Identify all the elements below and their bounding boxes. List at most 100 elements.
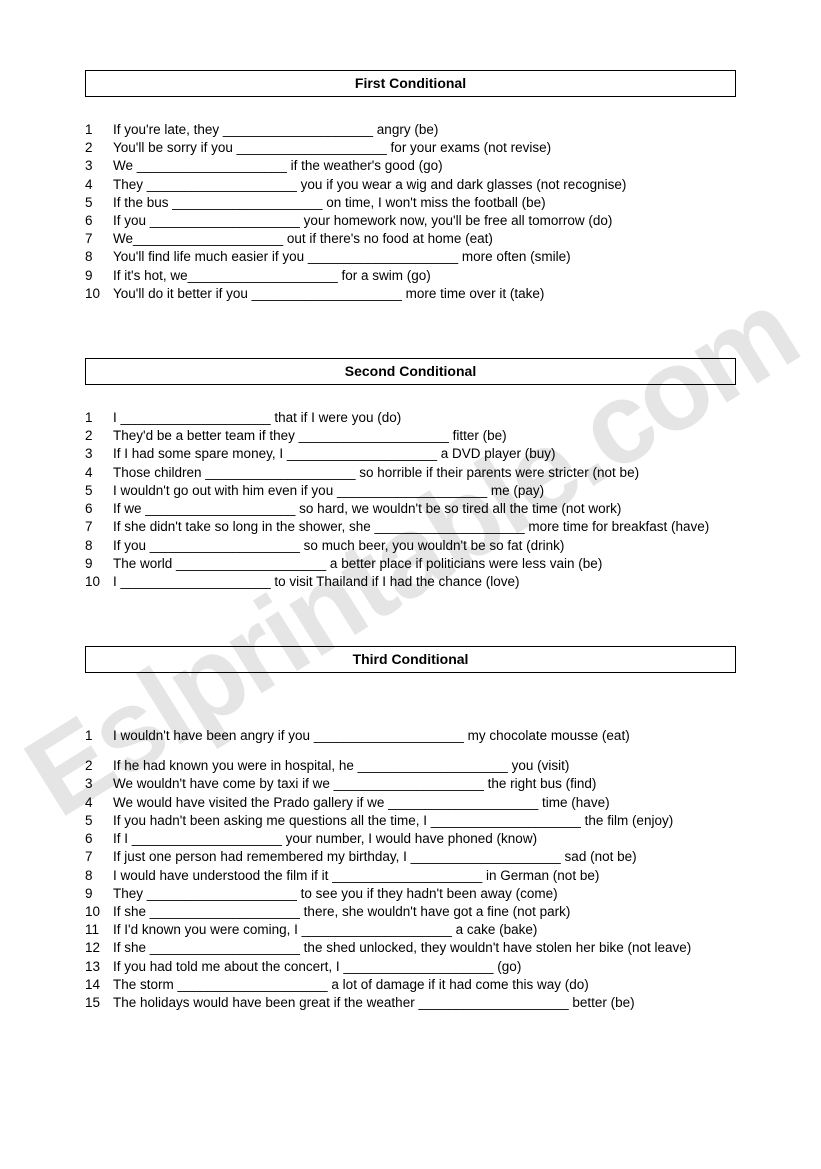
item-text: You'll be sorry if you _________________…: [113, 139, 736, 157]
item-number: 4: [85, 176, 113, 194]
list-item: 6If I ____________________ your number, …: [85, 830, 736, 848]
item-text: If you hadn't been asking me questions a…: [113, 812, 736, 830]
item-number: 3: [85, 775, 113, 793]
list-item: 8I would have understood the film if it …: [85, 867, 736, 885]
item-number: 5: [85, 194, 113, 212]
item-number: 9: [85, 885, 113, 903]
item-number: 7: [85, 518, 113, 536]
list-item: 14The storm ____________________ a lot o…: [85, 976, 736, 994]
item-number: 8: [85, 248, 113, 266]
item-text: They ____________________ you if you wea…: [113, 176, 736, 194]
item-text: If you're late, they ___________________…: [113, 121, 736, 139]
item-text: I wouldn't have been angry if you ______…: [113, 727, 736, 745]
item-text: If he had known you were in hospital, he…: [113, 757, 736, 775]
item-text: If you had told me about the concert, I …: [113, 958, 736, 976]
item-number: 14: [85, 976, 113, 994]
item-number: 10: [85, 573, 113, 591]
item-text: If you ____________________ your homewor…: [113, 212, 736, 230]
item-text: If it's hot, we____________________ for …: [113, 267, 736, 285]
item-text: I ____________________ that if I were yo…: [113, 409, 736, 427]
second-conditional-list: 1I ____________________ that if I were y…: [85, 409, 736, 591]
item-number: 1: [85, 121, 113, 139]
item-text: If she ____________________ the shed unl…: [113, 939, 736, 957]
list-item: 9They ____________________ to see you if…: [85, 885, 736, 903]
item-text: You'll find life much easier if you ____…: [113, 248, 736, 266]
spacer: [85, 697, 736, 727]
worksheet-page: First Conditional 1If you're late, they …: [0, 0, 821, 1107]
item-text: If I ____________________ your number, I…: [113, 830, 736, 848]
item-number: 7: [85, 848, 113, 866]
item-text: If she didn't take so long in the shower…: [113, 518, 736, 536]
item-number: 6: [85, 830, 113, 848]
list-item: 4They ____________________ you if you we…: [85, 176, 736, 194]
item-number: 12: [85, 939, 113, 957]
item-text: If just one person had remembered my bir…: [113, 848, 736, 866]
item-text: They ____________________ to see you if …: [113, 885, 736, 903]
item-text: We wouldn't have come by taxi if we ____…: [113, 775, 736, 793]
list-item: 5If you hadn't been asking me questions …: [85, 812, 736, 830]
item-text: If the bus ____________________ on time,…: [113, 194, 736, 212]
list-item: 11If I'd known you were coming, I ______…: [85, 921, 736, 939]
list-item: 10If she ____________________ there, she…: [85, 903, 736, 921]
item-number: 1: [85, 727, 113, 745]
item-text: If we ____________________ so hard, we w…: [113, 500, 736, 518]
list-item: 2If he had known you were in hospital, h…: [85, 757, 736, 775]
item-number: 5: [85, 812, 113, 830]
item-number: 6: [85, 212, 113, 230]
list-item: 5If the bus ____________________ on time…: [85, 194, 736, 212]
item-text: If she ____________________ there, she w…: [113, 903, 736, 921]
list-item: 10I ____________________ to visit Thaila…: [85, 573, 736, 591]
list-item: 9If it's hot, we____________________ for…: [85, 267, 736, 285]
item-number: 4: [85, 794, 113, 812]
item-number: 8: [85, 537, 113, 555]
item-text: We ____________________ if the weather's…: [113, 157, 736, 175]
item-text: I would have understood the film if it _…: [113, 867, 736, 885]
list-item: 9The world ____________________ a better…: [85, 555, 736, 573]
item-text: You'll do it better if you _____________…: [113, 285, 736, 303]
item-text: I ____________________ to visit Thailand…: [113, 573, 736, 591]
list-item: 2They'd be a better team if they _______…: [85, 427, 736, 445]
list-item: 4Those children ____________________ so …: [85, 464, 736, 482]
list-item: 3We ____________________ if the weather'…: [85, 157, 736, 175]
section-title-third: Third Conditional: [85, 646, 736, 673]
list-item: 3If I had some spare money, I __________…: [85, 445, 736, 463]
item-number: 1: [85, 409, 113, 427]
list-item: 7If she didn't take so long in the showe…: [85, 518, 736, 536]
item-number: 3: [85, 157, 113, 175]
section-title-second: Second Conditional: [85, 358, 736, 385]
list-item: 12If she ____________________ the shed u…: [85, 939, 736, 957]
list-item: 13If you had told me about the concert, …: [85, 958, 736, 976]
list-item: 2You'll be sorry if you ________________…: [85, 139, 736, 157]
third-conditional-list: 1I wouldn't have been angry if you _____…: [85, 727, 736, 1012]
list-item: 8You'll find life much easier if you ___…: [85, 248, 736, 266]
item-number: 2: [85, 139, 113, 157]
item-number: 4: [85, 464, 113, 482]
item-number: 9: [85, 267, 113, 285]
item-number: 2: [85, 757, 113, 775]
item-number: 8: [85, 867, 113, 885]
list-item: 4We would have visited the Prado gallery…: [85, 794, 736, 812]
item-text: The world ____________________ a better …: [113, 555, 736, 573]
item-text: The holidays would have been great if th…: [113, 994, 736, 1012]
item-number: 10: [85, 903, 113, 921]
list-item: 10You'll do it better if you ___________…: [85, 285, 736, 303]
item-text: We would have visited the Prado gallery …: [113, 794, 736, 812]
item-number: 3: [85, 445, 113, 463]
item-number: 6: [85, 500, 113, 518]
item-text: Those children ____________________ so h…: [113, 464, 736, 482]
item-text: I wouldn't go out with him even if you _…: [113, 482, 736, 500]
list-item: 1I wouldn't have been angry if you _____…: [85, 727, 736, 745]
section-title-first: First Conditional: [85, 70, 736, 97]
item-number: 10: [85, 285, 113, 303]
list-item: 8If you ____________________ so much bee…: [85, 537, 736, 555]
list-item: 1I ____________________ that if I were y…: [85, 409, 736, 427]
item-number: 11: [85, 921, 113, 939]
item-text: If I had some spare money, I ___________…: [113, 445, 736, 463]
list-item: 5I wouldn't go out with him even if you …: [85, 482, 736, 500]
item-text: The storm ____________________ a lot of …: [113, 976, 736, 994]
item-text: If I'd known you were coming, I ________…: [113, 921, 736, 939]
list-item: 6If you ____________________ your homewo…: [85, 212, 736, 230]
list-item: 7We____________________ out if there's n…: [85, 230, 736, 248]
list-item: 3We wouldn't have come by taxi if we ___…: [85, 775, 736, 793]
item-number: 5: [85, 482, 113, 500]
